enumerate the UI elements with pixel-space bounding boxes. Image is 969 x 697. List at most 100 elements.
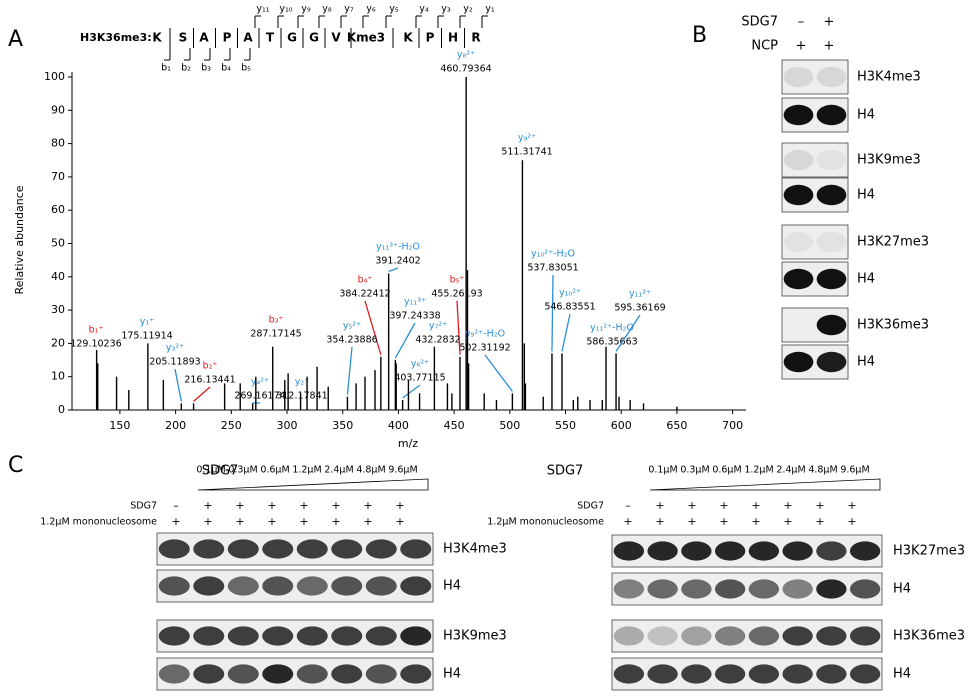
sign: +: [331, 499, 340, 512]
band: [748, 626, 780, 646]
blot-label: H4: [443, 667, 461, 682]
sign: +: [299, 515, 308, 528]
band: [714, 579, 746, 599]
residue: Kme3: [347, 31, 385, 45]
band: [365, 626, 397, 646]
y-ion: y₁₁: [256, 4, 269, 15]
y-ion: y₇: [344, 4, 354, 15]
sign: +: [267, 499, 276, 512]
sequence-title: H3K36me3:: [80, 31, 152, 44]
band: [647, 541, 678, 561]
panel-label: C: [8, 453, 23, 478]
ion-label: y₂⁺: [295, 377, 309, 388]
band: [193, 626, 225, 646]
x-tick-label: 250: [221, 419, 242, 432]
leader: [561, 313, 571, 352]
band: [193, 576, 225, 596]
mz-label: 455.26193: [431, 289, 482, 300]
band: [331, 664, 363, 684]
mz-label: 403.77115: [394, 373, 445, 384]
concentration: 0.3μM: [680, 465, 709, 476]
band: [647, 626, 678, 646]
ion-label: y₉²⁺-H₂O: [465, 329, 505, 340]
y-tick-label: 0: [58, 403, 65, 416]
blot-label: H3K36me3: [857, 318, 929, 333]
mz-label: 432.2832: [415, 335, 460, 346]
header-label: NCP: [751, 39, 778, 54]
band: [782, 579, 813, 599]
leader: [394, 322, 416, 359]
blot-label: H4: [857, 272, 875, 287]
ion-label: y₁₁³⁺: [404, 297, 426, 308]
b-ion: b₄: [221, 63, 231, 74]
wedge: [197, 478, 429, 491]
sign: +: [395, 515, 404, 528]
y-ion: y₁₀: [279, 4, 292, 15]
band: [227, 576, 259, 596]
band: [816, 66, 847, 88]
band: [849, 541, 881, 561]
sign: +: [171, 515, 180, 528]
mz-label: 586.35663: [586, 337, 637, 348]
y-tick-label: 80: [51, 137, 65, 150]
blot: [781, 59, 849, 95]
row-label: 1.2μM mononucleosome: [487, 517, 604, 528]
concentration: 9.6μM: [840, 465, 869, 476]
leader: [615, 314, 641, 352]
sign: +: [815, 499, 824, 512]
blot-label: H3K9me3: [857, 153, 921, 168]
x-tick-label: 200: [165, 419, 186, 432]
band: [158, 539, 190, 559]
band: [783, 268, 814, 290]
mz-label: 511.31741: [501, 147, 552, 158]
concentration: 0.1μM: [648, 465, 677, 476]
band: [714, 664, 746, 684]
band: [193, 664, 225, 684]
mz-label: 595.36169: [614, 303, 665, 314]
y-axis-label: Relative abundance: [13, 185, 26, 294]
blot-label: H4: [857, 108, 875, 123]
band: [193, 539, 225, 559]
residue: H: [448, 31, 458, 45]
mz-label: 129.10236: [70, 339, 121, 350]
concentration: 0.3μM: [228, 465, 257, 476]
ion-label: b₃⁺: [269, 315, 284, 326]
mz-label: 312.17841: [276, 391, 327, 402]
ion-label: y₆²⁺: [411, 359, 429, 370]
sign: +: [824, 39, 835, 54]
titration-title: SDG7: [202, 464, 239, 479]
sign: +: [783, 515, 792, 528]
x-tick-label: 650: [666, 419, 687, 432]
y-ion: y₂: [463, 4, 473, 15]
ion-label: y₁₁²⁺-H₂O: [590, 323, 634, 334]
y-ion: y₉: [301, 4, 311, 15]
x-tick-label: 150: [109, 419, 130, 432]
band: [647, 579, 678, 599]
concentration: 4.8μM: [356, 465, 385, 476]
band: [816, 184, 847, 206]
residue: T: [266, 31, 275, 45]
concentration: 0.1μM: [196, 465, 225, 476]
band: [783, 184, 814, 206]
band: [816, 579, 847, 599]
mz-label: 460.79364: [440, 64, 491, 75]
sign: +: [331, 515, 340, 528]
ion-label: y₇²⁺: [429, 321, 447, 332]
band: [681, 626, 712, 646]
x-tick-label: 350: [332, 419, 353, 432]
concentration: 0.6μM: [260, 465, 289, 476]
x-tick-label: 700: [722, 419, 743, 432]
wedge: [649, 478, 881, 491]
ion-label: y₁₁²⁺: [629, 289, 651, 300]
band: [365, 539, 397, 559]
b-ion: b₃: [201, 63, 211, 74]
titration-title: SDG7: [547, 464, 584, 479]
sign: +: [783, 499, 792, 512]
band: [613, 664, 645, 684]
blot-label: H3K9me3: [443, 629, 507, 644]
mz-label: 546.83551: [544, 302, 595, 313]
residue: R: [471, 31, 480, 45]
x-tick-label: 450: [444, 419, 465, 432]
leader: [174, 368, 182, 402]
band: [783, 351, 814, 373]
